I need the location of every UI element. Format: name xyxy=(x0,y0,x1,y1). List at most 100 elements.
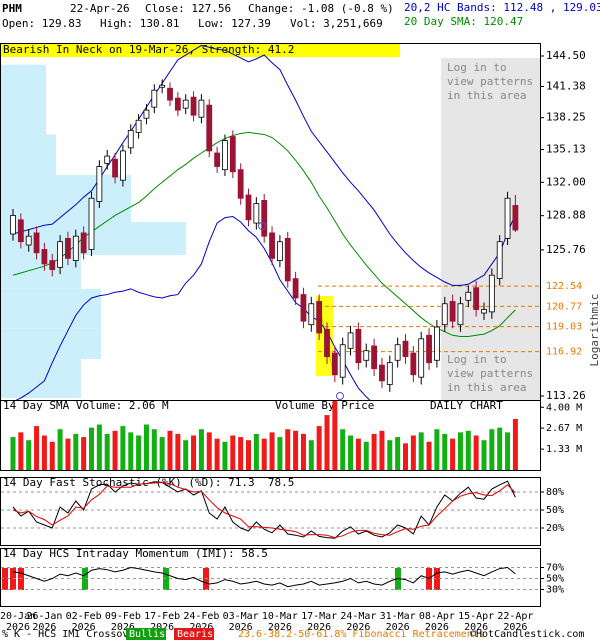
volume-bar xyxy=(143,424,149,470)
volume-bar xyxy=(293,430,299,470)
vbp-bar xyxy=(1,134,56,175)
sma-label: 20 Day SMA: 120.47 xyxy=(404,15,523,28)
candle-body xyxy=(276,241,283,261)
candle-body xyxy=(57,241,63,268)
volume-bar xyxy=(387,440,393,470)
volume-bar xyxy=(316,426,322,470)
y-tick-label: 141.38 xyxy=(546,79,586,92)
candle-body xyxy=(347,332,354,349)
vbp-bar xyxy=(1,288,101,329)
candle-body xyxy=(214,152,221,167)
volume-bar xyxy=(198,429,204,470)
notice: in this area xyxy=(447,89,526,102)
volume-bar xyxy=(512,419,518,470)
volume-bar xyxy=(489,429,495,470)
candle-body xyxy=(308,303,315,326)
high: High: 130.81 xyxy=(100,17,179,30)
notice: view patterns xyxy=(447,367,533,380)
volume-bar xyxy=(175,433,181,470)
candle-body xyxy=(363,350,370,361)
candle-body xyxy=(496,241,503,280)
candle-body xyxy=(190,96,197,116)
volume-bar xyxy=(246,440,251,470)
volume-bar xyxy=(505,432,511,470)
x-tick-label: 03-Mar xyxy=(223,611,259,622)
volume-bar xyxy=(120,426,126,470)
volume-bar xyxy=(159,437,165,470)
candle-body xyxy=(261,199,268,237)
x-tick-label: 20-Jan xyxy=(0,611,36,622)
candle-body xyxy=(96,166,103,202)
volume-bar xyxy=(96,424,102,470)
x-tick-label: 2026 xyxy=(229,622,253,633)
x-tick-label: 02-Feb xyxy=(66,611,102,622)
volume-bar xyxy=(238,437,244,470)
x-tick-label: 2026 xyxy=(386,622,410,633)
candle-body xyxy=(284,238,291,282)
footer-credit: ©HotCandlestick.com xyxy=(470,629,584,640)
volume-bar xyxy=(363,441,369,470)
fib-label: 122.54 xyxy=(546,281,582,292)
candle-body xyxy=(324,328,330,358)
candle-body xyxy=(449,301,456,322)
y-tick-label: 50% xyxy=(546,574,564,585)
volume-bar xyxy=(465,430,471,470)
candle-body xyxy=(127,129,134,149)
series-line xyxy=(15,216,371,400)
candle-body xyxy=(457,303,464,326)
panel-title: 14 Day HCS Intraday Momentum (IMI): 58.5 xyxy=(3,547,268,560)
volume-bar xyxy=(104,433,110,470)
volume-bar xyxy=(308,440,314,470)
candle-body xyxy=(394,344,401,361)
volume-bar xyxy=(49,441,55,470)
volume: Vol: 3,251,669 xyxy=(290,17,383,30)
candle-body xyxy=(17,219,24,243)
candle-body xyxy=(182,99,189,109)
volume-bar xyxy=(128,432,134,470)
volume-bar xyxy=(73,433,79,470)
x-tick-label: 15-Apr xyxy=(458,611,494,622)
series-line xyxy=(12,481,516,539)
vbp-bar xyxy=(1,328,101,360)
volume-bar xyxy=(136,435,142,470)
volume-bar xyxy=(277,437,283,470)
candle-body xyxy=(245,194,252,221)
y-tick-label: 128.88 xyxy=(546,209,586,222)
y-tick-label: 20% xyxy=(546,523,564,534)
y-tick-label: 2.67 M xyxy=(546,423,582,434)
y-tick-label: 1.33 M xyxy=(546,444,582,455)
candle-body xyxy=(355,328,362,364)
vbp-bar xyxy=(1,174,131,222)
date: 22-Apr-26 xyxy=(70,2,130,15)
candle-body xyxy=(88,197,95,250)
x-tick-label: 10-Mar xyxy=(262,611,298,622)
x-tick-label: 24-Feb xyxy=(183,611,219,622)
candle-body xyxy=(143,109,150,119)
x-tick-label: 2026 xyxy=(268,622,292,633)
x-tick-label: 22-Apr xyxy=(497,611,533,622)
y-tick-label: 80% xyxy=(546,487,564,498)
y-tick-label: 144.50 xyxy=(546,49,586,62)
candle-body xyxy=(504,197,511,239)
candle-body xyxy=(159,84,166,88)
vbp-bar xyxy=(1,255,81,289)
x-tick-label: 2026 xyxy=(464,622,488,633)
footer-crossover: % K - HCS IMI Crossover xyxy=(2,629,140,640)
candle-body xyxy=(386,362,393,385)
fib-label: 116.92 xyxy=(546,347,582,358)
pattern-banner xyxy=(0,43,400,57)
candle-body xyxy=(49,260,56,270)
candle-body xyxy=(339,344,346,378)
vbp-label: Volume By Price xyxy=(275,399,374,412)
volume-bar xyxy=(450,438,456,470)
volume-bar xyxy=(214,438,220,470)
bearish-signal xyxy=(434,568,440,590)
candle-body xyxy=(25,235,32,246)
low: Low: 127.39 xyxy=(198,17,271,30)
locked-area xyxy=(441,58,540,400)
volume-bar xyxy=(497,427,503,470)
close: Close: 127.56 xyxy=(145,2,231,15)
candle-body xyxy=(512,205,519,231)
volume-bar xyxy=(10,437,16,470)
volume-bar xyxy=(340,429,346,470)
